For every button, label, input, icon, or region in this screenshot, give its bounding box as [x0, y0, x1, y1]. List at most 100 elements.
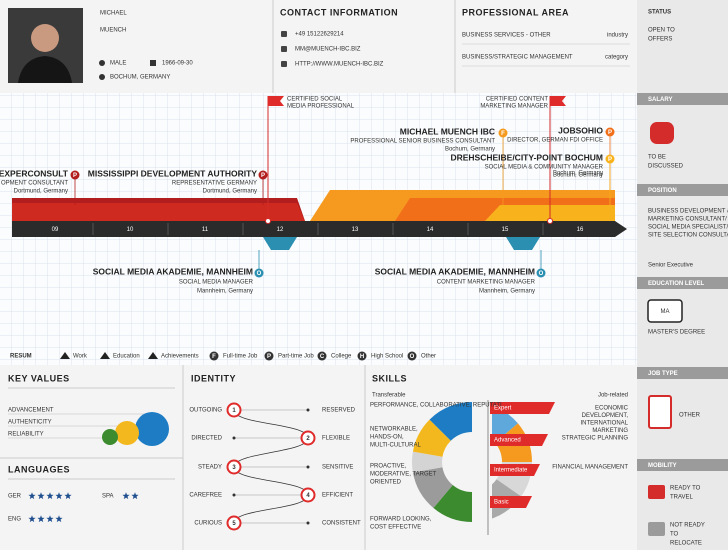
label: STEADY [198, 465, 222, 471]
label: Senior Executive [648, 263, 694, 269]
icon [254, 268, 264, 278]
icon [650, 122, 674, 144]
stars [28, 492, 72, 500]
label: 09 [52, 227, 59, 233]
label: CONSISTENT [322, 521, 361, 527]
label: INTERNATIONAL [580, 421, 628, 427]
label: DEVELOPMENT, [582, 413, 629, 419]
label: Intermediate [494, 468, 528, 474]
label: P [608, 130, 612, 136]
label: MALE [110, 61, 126, 67]
label: BUSINESS DEVELOPMENT & [648, 209, 728, 215]
label: Mannheim, Germany [479, 289, 535, 295]
label: Part-time Job [278, 354, 314, 360]
label: Education [113, 354, 140, 360]
icon [281, 46, 287, 52]
icon [357, 351, 367, 361]
label: MODERATIVE, TARGET [370, 472, 437, 478]
label: RELIABILITY [8, 432, 44, 438]
label: MISSISSIPPI DEVELOPMENT AUTHORITY [88, 168, 258, 178]
label: 12 [277, 227, 284, 233]
label: Mannheim, Germany [197, 289, 253, 295]
icon [648, 522, 665, 536]
label: CERTIFIED CONTENT [486, 97, 549, 103]
icon [498, 128, 508, 138]
donut-segment [412, 419, 451, 457]
label: TRAVEL [670, 495, 694, 501]
level-bar [490, 434, 548, 446]
label: P [261, 173, 265, 179]
stars [122, 492, 139, 500]
label: READY TO [670, 486, 701, 492]
label: MICHAEL MUENCH IBC [400, 126, 495, 136]
star [28, 492, 36, 500]
work-band [12, 203, 305, 221]
label: Bochum, Germany [553, 173, 603, 179]
icon [605, 127, 615, 137]
label: OFFERS [648, 37, 672, 43]
photo-face [31, 24, 59, 52]
label: P [608, 157, 612, 163]
label: TO BE [648, 155, 666, 161]
label: SOCIAL MEDIA & COMMUNITY MANAGER [485, 165, 604, 171]
label: ENG [8, 517, 21, 523]
label: CONTENT MARKETING MANAGER [437, 280, 536, 286]
label: OTHER [679, 413, 701, 419]
star [122, 492, 130, 500]
bubble [102, 429, 118, 445]
label: AUTHENTICITY [8, 420, 52, 426]
donut-segment [429, 402, 478, 441]
label: SENSITIVE [322, 465, 353, 471]
star [55, 515, 63, 523]
label: POSITION [648, 188, 677, 194]
dot [232, 493, 236, 497]
bubble [115, 421, 139, 445]
label: MM@MUENCH-IBC.BIZ [295, 47, 361, 53]
icon [99, 74, 105, 80]
label: STRATEGIC PLANNING [562, 436, 629, 442]
donut-segment [412, 451, 443, 473]
star [28, 515, 36, 523]
label: O [257, 271, 262, 277]
label: RESERVED [322, 408, 356, 414]
label: F [501, 131, 505, 137]
label: ECONOMIC [595, 406, 629, 412]
label: MARKETING MANAGER [480, 104, 548, 110]
label: CAREFREE [189, 493, 222, 499]
label: Basic [494, 500, 509, 506]
label: CONTACT INFORMATION [280, 7, 398, 17]
label: RESUM [10, 354, 32, 360]
label: COST EFFECTIVE [370, 525, 421, 531]
icon [258, 170, 268, 180]
identity-rank [300, 430, 316, 446]
legend-icon [100, 352, 110, 359]
label: BUSINESS/STRATEGIC MANAGEMENT [462, 55, 573, 61]
label: NOT READY [670, 523, 705, 529]
dot [232, 436, 236, 440]
edu-band [506, 237, 540, 250]
star [64, 492, 72, 500]
icon [317, 351, 327, 361]
donut-segment [412, 467, 453, 508]
label: SPA [102, 494, 114, 500]
identity-rank [226, 459, 242, 475]
label: Full-time Job [223, 354, 258, 360]
dot [306, 408, 310, 412]
label: ADVANCEMENT [8, 408, 54, 414]
label: 13 [352, 227, 359, 233]
label: P [73, 173, 77, 179]
label: H [360, 354, 364, 360]
label: Bochum, Germany [553, 171, 603, 177]
icon [209, 351, 219, 361]
label: EFFICIENT [322, 493, 353, 499]
dot [306, 521, 310, 525]
label: C [320, 354, 325, 360]
label: SOCIAL MEDIA AKADEMIE, MANNHEIM [93, 266, 253, 276]
stars [28, 515, 63, 523]
label: SALARY [648, 97, 672, 103]
icon [99, 60, 105, 66]
section-header [637, 277, 728, 289]
photo-body [18, 56, 72, 83]
label: SOCIAL MEDIA SPECIALIST/ [648, 225, 728, 231]
